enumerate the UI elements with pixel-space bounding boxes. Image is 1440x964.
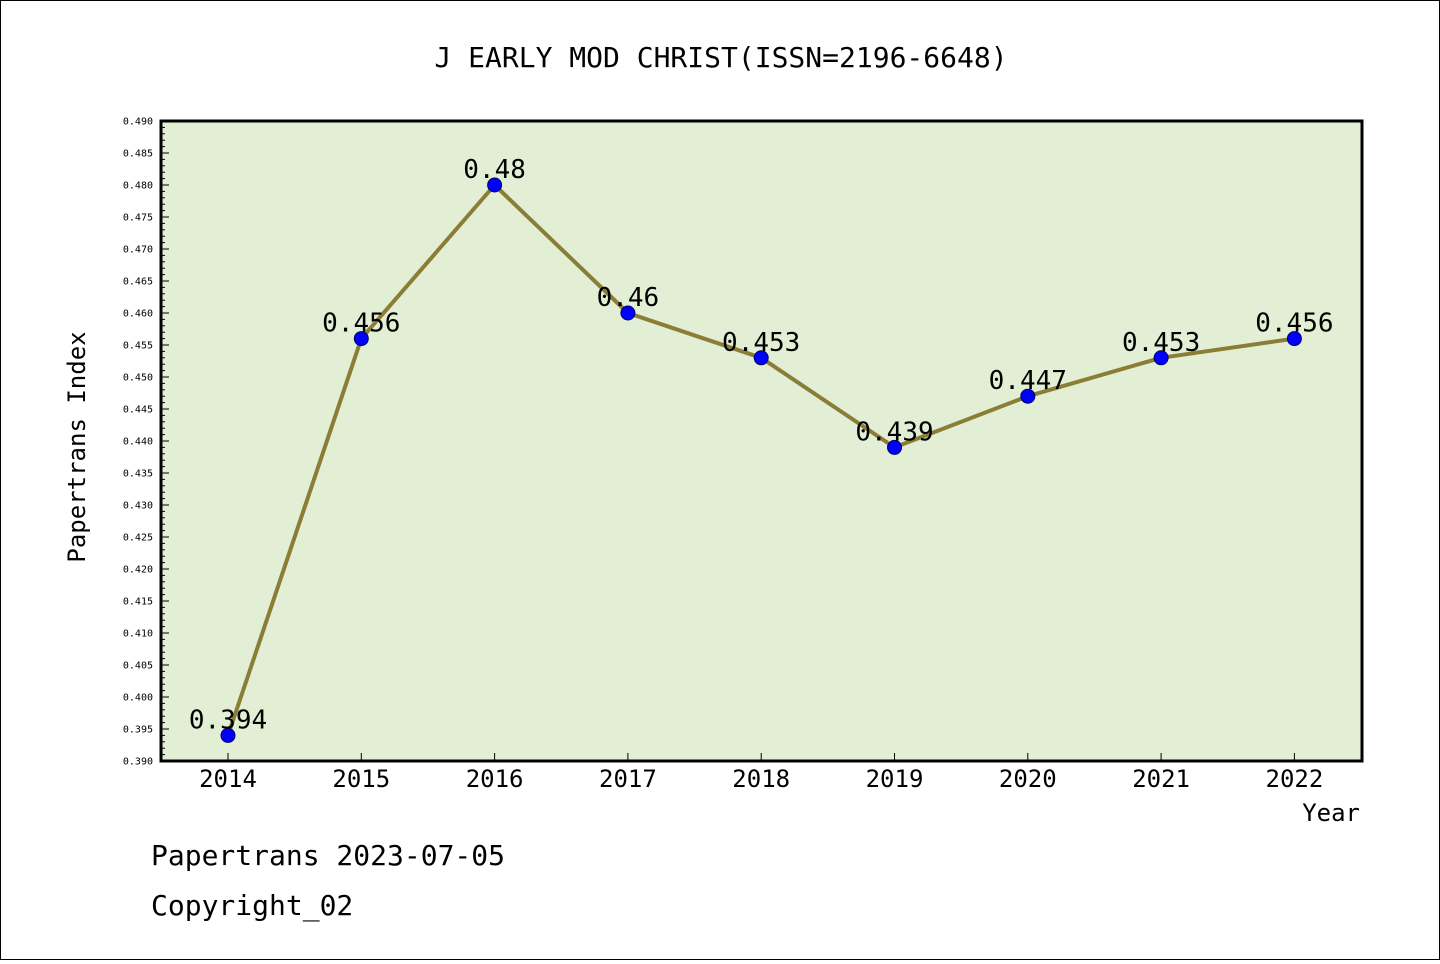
y-tick-label: 0.470 (123, 245, 153, 256)
x-tick-label: 2016 (466, 765, 524, 793)
y-tick-label: 0.405 (123, 661, 153, 672)
data-point (753, 350, 769, 366)
footer-date: Papertrans 2023-07-05 (151, 839, 505, 872)
y-tick-label: 0.485 (123, 149, 153, 160)
x-tick-label: 2020 (999, 765, 1057, 793)
data-label: 0.453 (722, 328, 800, 358)
y-axis-label: Papertrans Index (63, 331, 91, 562)
x-tick-label: 2018 (732, 765, 790, 793)
x-tick-label: 2014 (199, 765, 257, 793)
data-point (887, 439, 902, 455)
y-tick-label: 0.440 (123, 437, 153, 448)
y-tick-label: 0.410 (123, 629, 153, 640)
footer-copyright: Copyright_02 (151, 889, 353, 923)
y-tick-label: 0.390 (123, 757, 153, 768)
x-axis-label: Year (1302, 799, 1360, 827)
y-tick-label: 0.460 (123, 309, 153, 320)
x-axis: 2014 2015 2016 2017 2018 2019 2020 2021 2022 (199, 753, 1323, 793)
data-label: 0.453 (1122, 328, 1200, 358)
data-label: 0.46 (597, 283, 660, 313)
y-tick-label: 0.490 (123, 117, 153, 128)
x-tick-label: 2017 (599, 765, 657, 793)
data-label: 0.394 (189, 705, 267, 735)
y-tick-label: 0.420 (123, 565, 153, 576)
y-tick-label: 0.475 (123, 213, 153, 224)
data-label: 0.456 (322, 309, 400, 339)
x-tick-label: 2021 (1132, 765, 1190, 793)
y-tick-label: 0.455 (123, 341, 153, 352)
data-point (220, 727, 236, 743)
data-point (353, 331, 369, 347)
y-tick-label: 0.395 (123, 725, 153, 736)
y-tick-label: 0.425 (123, 533, 153, 544)
x-tick-label: 2015 (332, 765, 390, 793)
chart-title: J EARLY MOD CHRIST(ISSN=2196-6648) (434, 41, 1007, 74)
y-tick-label: 0.450 (123, 373, 153, 384)
data-label: 0.447 (989, 366, 1067, 396)
data-point (1286, 331, 1302, 347)
y-tick-label: 0.445 (123, 405, 153, 416)
data-label: 0.439 (855, 417, 933, 447)
y-tick-label: 0.415 (123, 597, 153, 608)
data-point (620, 305, 636, 321)
plot-area (161, 121, 1362, 761)
y-tick-label: 0.430 (123, 501, 153, 512)
y-tick-label: 0.435 (123, 469, 153, 480)
y-tick-label: 0.465 (123, 277, 153, 288)
y-tick-label: 0.400 (123, 693, 153, 704)
series-group: 0.394 0.456 0.48 0.46 0.453 0.439 0.447 0.453 0.… (189, 155, 1334, 743)
data-point (1020, 388, 1036, 404)
y-tick-label: 0.480 (123, 181, 153, 192)
data-point (487, 177, 503, 193)
data-label: 0.456 (1255, 309, 1333, 339)
data-label: 0.48 (463, 155, 526, 185)
x-tick-label: 2022 (1266, 765, 1324, 793)
plot-border (159, 119, 1364, 763)
y-axis: 0.390 0.395 0.400 0.405 0.410 0.415 0.420 0.425… (123, 117, 169, 768)
data-point (1153, 350, 1169, 366)
x-tick-label: 2019 (866, 765, 924, 793)
